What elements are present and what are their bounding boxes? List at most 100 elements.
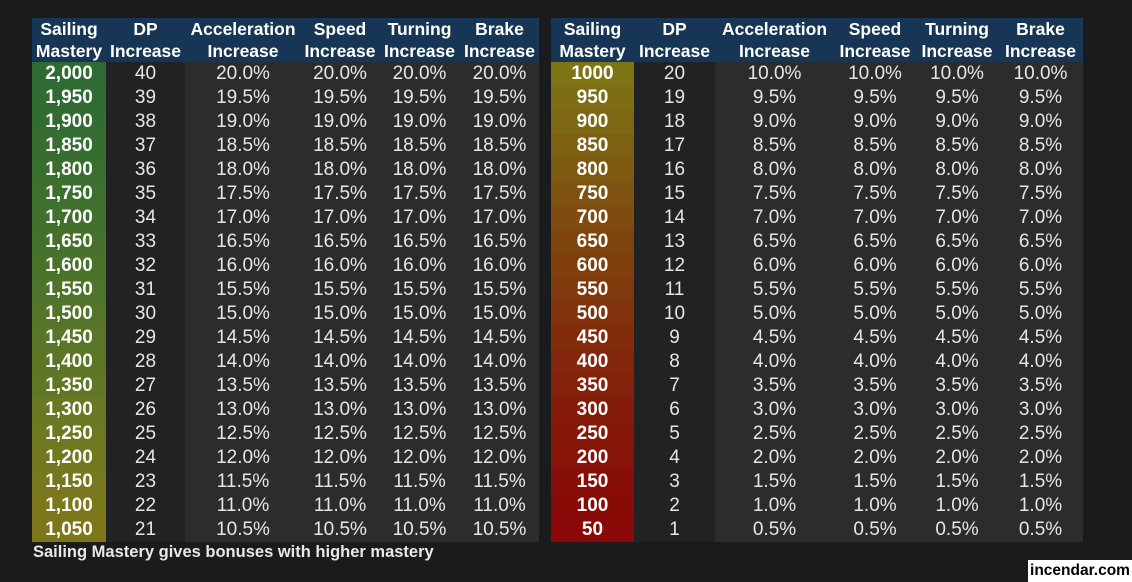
mastery-cell: 150 xyxy=(551,470,634,494)
brake-cell: 8.0% xyxy=(998,158,1083,182)
acceleration-header: Acceleration Increase xyxy=(715,18,834,62)
header-line: Increase xyxy=(638,41,711,61)
header-line: Sailing xyxy=(563,19,622,39)
mastery-cell: 900 xyxy=(551,110,634,134)
speed-header: Speed Increase xyxy=(834,18,916,62)
turning-cell: 11.0% xyxy=(379,494,460,518)
brake-cell: 7.5% xyxy=(998,182,1083,206)
table-row: 700 14 7.0% 7.0% 7.0% 7.0% xyxy=(551,206,1083,230)
mastery-cell: 600 xyxy=(551,254,634,278)
header-line: DP xyxy=(662,19,687,39)
header-line: Speed xyxy=(313,19,367,39)
acceleration-cell: 17.0% xyxy=(185,206,301,230)
acceleration-cell: 15.5% xyxy=(185,278,301,302)
mastery-cell: 450 xyxy=(551,326,634,350)
speed-cell: 5.0% xyxy=(834,302,916,326)
table-row: 400 8 4.0% 4.0% 4.0% 4.0% xyxy=(551,350,1083,374)
header-row: Sailing Mastery DP Increase Acceleration Incr… xyxy=(32,18,539,62)
mastery-cell: 1,200 xyxy=(32,446,106,470)
speed-cell: 14.5% xyxy=(301,326,379,350)
table-row: 1,500 30 15.0% 15.0% 15.0% 15.0% xyxy=(32,302,539,326)
dp-cell: 23 xyxy=(106,470,185,494)
brake-cell: 9.5% xyxy=(998,86,1083,110)
turning-cell: 2.0% xyxy=(916,446,998,470)
table-row: 1,350 27 13.5% 13.5% 13.5% 13.5% xyxy=(32,374,539,398)
brake-cell: 13.5% xyxy=(460,374,539,398)
speed-cell: 1.0% xyxy=(834,494,916,518)
header-line: Increase xyxy=(207,41,279,61)
dp-cell: 10 xyxy=(634,302,715,326)
speed-cell: 3.5% xyxy=(834,374,916,398)
brake-cell: 7.0% xyxy=(998,206,1083,230)
dp-cell: 19 xyxy=(634,86,715,110)
dp-cell: 20 xyxy=(634,62,715,86)
dp-cell: 28 xyxy=(106,350,185,374)
dp-cell: 37 xyxy=(106,134,185,158)
dp-cell: 7 xyxy=(634,374,715,398)
dp-cell: 21 xyxy=(106,518,185,542)
table-row: 50 1 0.5% 0.5% 0.5% 0.5% xyxy=(551,518,1083,542)
header-line: Increase xyxy=(1004,41,1077,61)
table-row: 300 6 3.0% 3.0% 3.0% 3.0% xyxy=(551,398,1083,422)
header-line: Increase xyxy=(304,41,376,61)
mastery-cell: 1,350 xyxy=(32,374,106,398)
speed-cell: 20.0% xyxy=(301,62,379,86)
dp-cell: 27 xyxy=(106,374,185,398)
table-row: 1,950 39 19.5% 19.5% 19.5% 19.5% xyxy=(32,86,539,110)
brake-cell: 3.5% xyxy=(998,374,1083,398)
speed-cell: 4.5% xyxy=(834,326,916,350)
turning-cell: 6.5% xyxy=(916,230,998,254)
brake-cell: 11.5% xyxy=(460,470,539,494)
dp-cell: 1 xyxy=(634,518,715,542)
brake-cell: 13.0% xyxy=(460,398,539,422)
turning-cell: 15.0% xyxy=(379,302,460,326)
turning-cell: 12.5% xyxy=(379,422,460,446)
turning-cell: 7.0% xyxy=(916,206,998,230)
header-line: Increase xyxy=(463,41,536,61)
acceleration-cell: 6.5% xyxy=(715,230,834,254)
header-line: Acceleration xyxy=(190,19,296,39)
mastery-cell: 700 xyxy=(551,206,634,230)
mastery-cell: 1,600 xyxy=(32,254,106,278)
turning-cell: 8.0% xyxy=(916,158,998,182)
table-row: 100 2 1.0% 1.0% 1.0% 1.0% xyxy=(551,494,1083,518)
speed-cell: 4.0% xyxy=(834,350,916,374)
header-line: Increase xyxy=(839,41,911,61)
acceleration-cell: 11.0% xyxy=(185,494,301,518)
turning-cell: 11.5% xyxy=(379,470,460,494)
speed-cell: 12.0% xyxy=(301,446,379,470)
mastery-cell: 200 xyxy=(551,446,634,470)
acceleration-cell: 11.5% xyxy=(185,470,301,494)
mastery-cell: 1,100 xyxy=(32,494,106,518)
dp-header: DP Increase xyxy=(634,18,715,62)
mastery-cell: 1,250 xyxy=(32,422,106,446)
dp-cell: 11 xyxy=(634,278,715,302)
mastery-cell: 1,700 xyxy=(32,206,106,230)
table-row: 150 3 1.5% 1.5% 1.5% 1.5% xyxy=(551,470,1083,494)
turning-cell: 7.5% xyxy=(916,182,998,206)
acceleration-cell: 14.5% xyxy=(185,326,301,350)
table-row: 1,300 26 13.0% 13.0% 13.0% 13.0% xyxy=(32,398,539,422)
dp-cell: 5 xyxy=(634,422,715,446)
table-row: 1,400 28 14.0% 14.0% 14.0% 14.0% xyxy=(32,350,539,374)
turning-cell: 19.0% xyxy=(379,110,460,134)
brake-cell: 6.0% xyxy=(998,254,1083,278)
table-row: 450 9 4.5% 4.5% 4.5% 4.5% xyxy=(551,326,1083,350)
acceleration-cell: 4.5% xyxy=(715,326,834,350)
acceleration-cell: 1.5% xyxy=(715,470,834,494)
speed-cell: 13.0% xyxy=(301,398,379,422)
acceleration-header: Acceleration Increase xyxy=(185,18,301,62)
brake-cell: 17.5% xyxy=(460,182,539,206)
speed-cell: 18.5% xyxy=(301,134,379,158)
turning-cell: 8.5% xyxy=(916,134,998,158)
speed-cell: 5.5% xyxy=(834,278,916,302)
mastery-cell: 50 xyxy=(551,518,634,542)
speed-cell: 10.5% xyxy=(301,518,379,542)
acceleration-cell: 13.0% xyxy=(185,398,301,422)
brake-cell: 10.5% xyxy=(460,518,539,542)
table-row: 1,850 37 18.5% 18.5% 18.5% 18.5% xyxy=(32,134,539,158)
turning-cell: 5.5% xyxy=(916,278,998,302)
turning-cell: 6.0% xyxy=(916,254,998,278)
brake-cell: 1.0% xyxy=(998,494,1083,518)
mastery-cell: 1,050 xyxy=(32,518,106,542)
